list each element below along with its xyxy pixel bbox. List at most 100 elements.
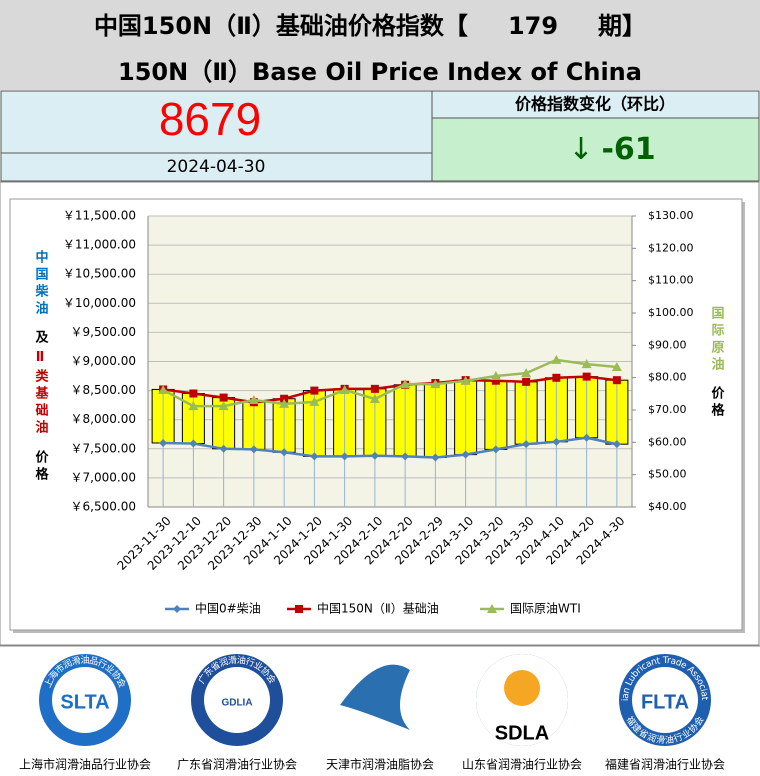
point — [309, 396, 320, 406]
y2-tick-label: $130.00 — [648, 209, 694, 222]
change-title: 价格指数变化（环比） — [515, 95, 675, 114]
point — [188, 401, 199, 411]
series-line — [162, 358, 617, 408]
y-tick-label: ￥11,000.00 — [63, 238, 136, 252]
logo-abbr: GDLIA — [221, 698, 252, 709]
point — [430, 379, 441, 389]
index-date: 2024-04-30 — [167, 157, 266, 177]
point — [612, 440, 621, 449]
point — [461, 450, 470, 459]
title-en: 150N（Ⅱ）Base Oil Price Index of China — [118, 58, 642, 86]
y-tick-label: ￥11,500.00 — [63, 209, 136, 223]
chart-frame — [0, 181, 760, 646]
point — [340, 452, 349, 461]
legend-marker — [173, 605, 181, 613]
logo-abbr: FLTA — [641, 691, 689, 713]
axis-title-part: 价格 — [33, 450, 49, 484]
point — [522, 440, 531, 449]
legend-label: 中国150N（Ⅱ）基础油 — [317, 601, 439, 616]
point — [522, 377, 531, 386]
logo-caption: 广东省润滑油行业协会 — [177, 757, 297, 772]
point — [521, 368, 532, 378]
point — [189, 389, 198, 398]
y-tick-label: ￥10,000.00 — [63, 296, 136, 310]
y2-tick-label: $110.00 — [648, 274, 694, 287]
point — [369, 394, 380, 404]
point — [189, 439, 198, 448]
point — [611, 361, 622, 371]
y2-tick-label: $40.00 — [648, 500, 687, 513]
y2-tick-label: $120.00 — [648, 241, 694, 254]
index-box — [0, 90, 433, 182]
point — [490, 371, 501, 381]
legend-label: 中国0#柴油 — [195, 601, 261, 616]
point — [219, 444, 228, 453]
point — [400, 379, 411, 389]
point — [370, 384, 379, 393]
y2-tick-label: $100.00 — [648, 306, 694, 319]
point — [159, 438, 168, 447]
logo-caption: 天津市润滑油脂协会 — [326, 757, 434, 772]
index-value: 8679 — [159, 93, 261, 145]
title-cn: 中国150N（Ⅱ）基础油价格指数【 179 期】 — [94, 12, 646, 40]
point — [248, 394, 259, 404]
point — [582, 433, 591, 442]
y-tick-label: ￥7,500.00 — [71, 441, 136, 455]
drop — [504, 670, 540, 706]
title-suffix: 期】 — [598, 12, 646, 40]
y2-tick-label: $90.00 — [648, 338, 687, 351]
point — [310, 386, 319, 395]
point — [249, 445, 258, 454]
point — [339, 384, 350, 394]
axis-title-part: 中国柴油 — [33, 249, 50, 318]
point — [280, 394, 289, 403]
logo-inner — [632, 667, 698, 733]
header-bg — [0, 0, 760, 90]
logo-abbr: SLTA — [60, 691, 109, 713]
y-tick-label: ￥9,500.00 — [71, 325, 136, 339]
title-prefix: 中国150N（Ⅱ）基础油价格指数【 — [94, 12, 468, 40]
change-arrow: ↓ — [568, 132, 593, 167]
y2-tick-label: $70.00 — [648, 403, 687, 416]
legend-marker — [295, 605, 303, 613]
point — [491, 376, 500, 385]
logo-caption: 山东省润滑油行业协会 — [462, 757, 582, 772]
point — [158, 384, 169, 394]
axis-title-part: 价格 — [709, 386, 725, 420]
y-tick-label: ￥8,500.00 — [71, 383, 136, 397]
point — [370, 451, 379, 460]
point — [460, 375, 471, 385]
point — [582, 372, 591, 381]
point — [280, 448, 289, 457]
series-line — [163, 436, 618, 459]
logo-caption: 福建省润滑油行业协会 — [605, 757, 725, 772]
change-box — [431, 117, 760, 182]
series-line — [162, 375, 618, 404]
point — [491, 445, 500, 454]
y2-tick-label: $60.00 — [648, 435, 687, 448]
logo-caption: 上海市润滑油品行业协会 — [19, 757, 151, 772]
point — [218, 401, 229, 411]
y-tick-label: ￥10,500.00 — [63, 267, 136, 281]
point — [552, 437, 561, 446]
point — [219, 393, 228, 402]
logo-inner — [52, 667, 118, 733]
y2-tick-label: $80.00 — [648, 371, 687, 384]
y-tick-label: ￥8,000.00 — [71, 412, 136, 426]
logo-abbr: SDLA — [495, 722, 549, 744]
legend-label: 国际原油WTI — [510, 602, 581, 616]
legend-marker — [487, 604, 497, 613]
point — [612, 376, 621, 385]
change-value: ↓ -61 — [568, 132, 655, 167]
logo-shape — [340, 664, 410, 730]
y-tick-label: ￥6,500.00 — [71, 500, 136, 514]
point — [581, 359, 592, 369]
point — [279, 398, 290, 408]
point — [401, 452, 410, 461]
y2-tick-label: $50.00 — [648, 468, 687, 481]
y-tick-label: ￥9,000.00 — [71, 354, 136, 368]
change-number: -61 — [601, 132, 655, 167]
axis-title-part: 及 — [33, 330, 49, 347]
logo-inner — [204, 667, 270, 733]
